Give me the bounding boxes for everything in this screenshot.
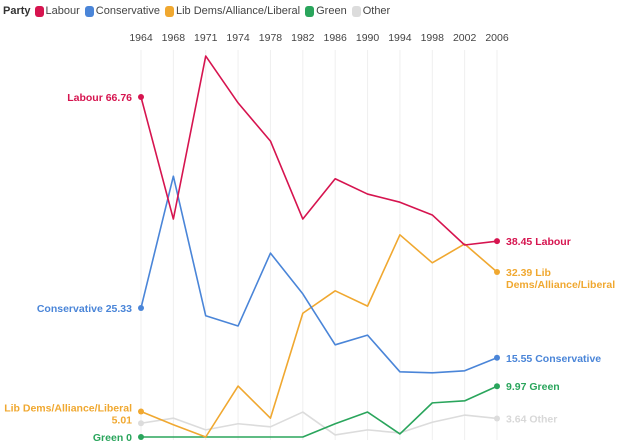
x-tick-label: 1982 — [291, 32, 315, 44]
legend-label: Lib Dems/Alliance/Liberal — [176, 5, 301, 17]
legend-item[interactable]: Other — [351, 5, 391, 17]
x-tick-label: 1968 — [162, 32, 186, 44]
data-point — [494, 415, 500, 422]
start-label: Green 0 — [93, 432, 132, 444]
x-tick-label: 2002 — [453, 32, 477, 44]
series-line — [140, 55, 498, 246]
x-tick-label: 1964 — [129, 32, 153, 44]
legend-swatch — [84, 5, 94, 17]
series-line — [140, 234, 498, 438]
legend-item[interactable]: Lib Dems/Alliance/Liberal — [165, 5, 300, 17]
data-point — [494, 354, 500, 361]
legend-item[interactable]: Green — [305, 5, 347, 17]
data-point — [138, 434, 144, 440]
x-tick-label: 2006 — [485, 32, 509, 44]
legend-swatch — [165, 5, 174, 17]
data-point — [138, 304, 144, 311]
legend-label: Labour — [45, 5, 80, 17]
start-label: Conservative 25.33 — [37, 303, 132, 315]
data-point — [138, 408, 144, 415]
data-point — [138, 93, 144, 100]
x-tick-label: 1971 — [194, 32, 218, 44]
legend: Party Labour Conservative Lib Dems/Allianc… — [3, 5, 395, 17]
series-line — [141, 385, 498, 438]
legend-swatch — [34, 5, 44, 17]
start-label: Labour 66.76 — [67, 92, 132, 104]
series-line — [140, 175, 498, 374]
end-label: 32.39 Lib — [506, 267, 551, 279]
series-line — [140, 411, 498, 436]
x-tick-label: 1974 — [226, 32, 250, 44]
start-label: 5.01 — [112, 414, 133, 426]
end-label: Dems/Alliance/Liberal — [506, 279, 615, 291]
legend-item[interactable]: Conservative — [84, 5, 160, 17]
x-tick-label: 1998 — [421, 32, 445, 44]
x-tick-label: 1986 — [324, 32, 348, 44]
start-label: Lib Dems/Alliance/Liberal — [4, 402, 132, 414]
data-point — [138, 420, 144, 427]
end-label: 9.97 Green — [506, 381, 560, 393]
legend-label: Conservative — [95, 5, 160, 17]
legend-swatch — [351, 5, 361, 17]
legend-swatch — [305, 5, 315, 17]
data-point — [494, 269, 500, 276]
legend-label: Other — [362, 5, 391, 17]
end-label: 38.45 Labour — [506, 236, 571, 248]
legend-item[interactable]: Labour — [34, 5, 80, 17]
x-tick-label: 1978 — [259, 32, 283, 44]
data-point — [494, 383, 500, 390]
x-tick-label: 1990 — [356, 32, 380, 44]
data-point — [494, 238, 500, 245]
end-label: 3.64 Other — [506, 413, 557, 425]
end-label: 15.55 Conservative — [506, 353, 601, 365]
legend-title: Party — [3, 5, 31, 17]
x-tick-label: 1994 — [388, 32, 412, 44]
legend-label: Green — [316, 5, 347, 17]
